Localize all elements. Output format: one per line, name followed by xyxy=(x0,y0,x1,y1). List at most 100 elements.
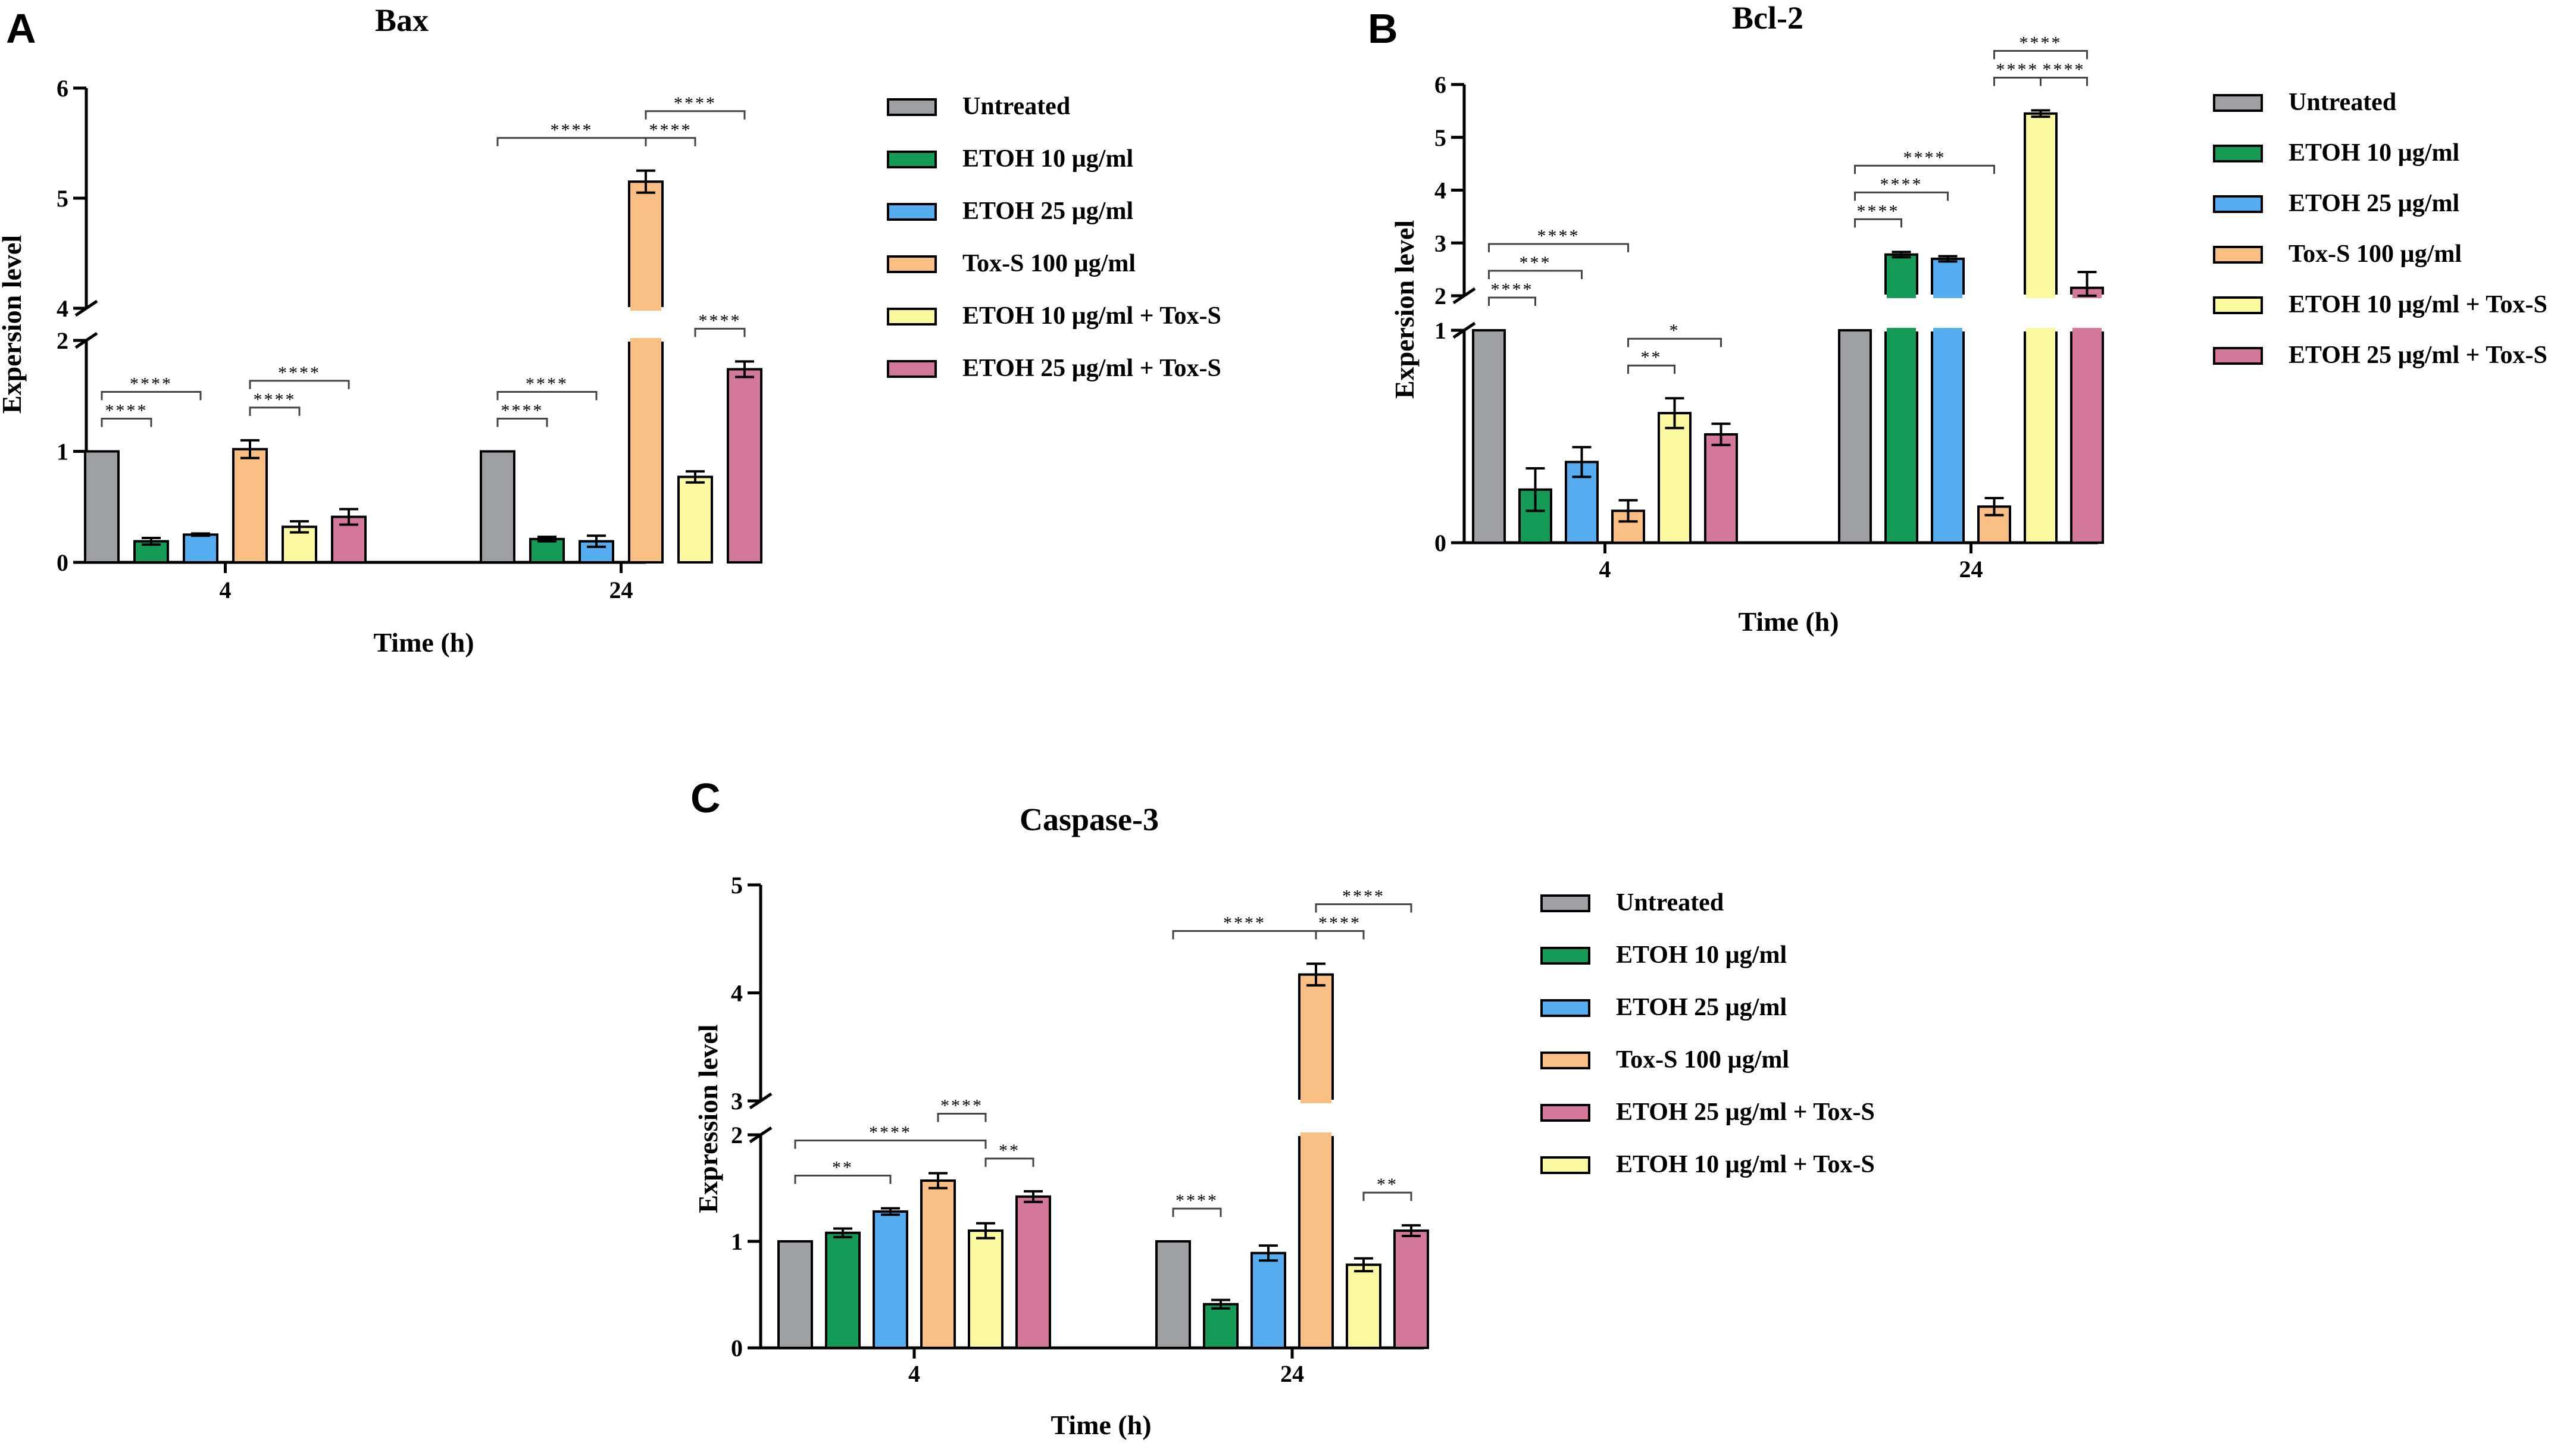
panel-c-y-axis-label: Expression level xyxy=(693,1024,723,1213)
panel-a-bar xyxy=(628,339,664,564)
panel-a-legend-swatch xyxy=(887,98,937,116)
panel-a-significance-bracket: **** xyxy=(496,120,647,146)
panel-c-bar xyxy=(1346,1263,1381,1349)
panel-b-bar xyxy=(2024,329,2058,544)
panel-b-bracket-line xyxy=(1854,164,1995,174)
panel-c-significance-label: **** xyxy=(1342,886,1385,906)
panel-c-y-tick-label: 2 xyxy=(731,1122,743,1149)
panel-a-significance-bracket: **** xyxy=(249,363,350,389)
panel-b-bar xyxy=(1931,257,1965,297)
panel-a-y-axis: 0 1 2 4 5 6 xyxy=(57,75,98,576)
panel-c-significance-label: ** xyxy=(832,1158,854,1178)
panel-a-significance-label: **** xyxy=(526,374,568,394)
panel-b-bar xyxy=(1887,328,1916,335)
panel-c-bar-break-gap xyxy=(1298,1100,1334,1136)
panel-c-significance-label: **** xyxy=(1318,913,1361,932)
panel-b-legend-swatch xyxy=(2213,347,2263,365)
panel-c-bar xyxy=(1298,973,1334,1103)
panel-c-x-tick-label: 24 xyxy=(1280,1360,1304,1387)
panel-b-bar xyxy=(1658,412,1692,544)
panel-b-x-tick-label: 24 xyxy=(1959,556,1983,583)
panel-a-bracket-line xyxy=(645,137,696,146)
panel-b-bracket-line xyxy=(1854,218,1902,228)
panel-c-bar xyxy=(873,1210,908,1349)
panel-b-legend-swatch xyxy=(2213,94,2263,112)
panel-c-bar xyxy=(1300,1096,1331,1103)
panel-b-bracket-line xyxy=(1993,49,2088,60)
panel-b-significance-bracket: **** xyxy=(1993,33,2088,60)
panel-c-legend-label: ETOH 10 µg/ml xyxy=(1616,941,1787,969)
panel-c-significance-label: **** xyxy=(1223,913,1266,932)
panel-c-y-tick-label: 1 xyxy=(731,1228,743,1255)
panel-a-bar xyxy=(630,338,661,345)
panel-b-significance-bracket: **** xyxy=(1854,174,1949,201)
panel-c-significance-bracket: ** xyxy=(794,1158,892,1184)
panel-a-bar xyxy=(480,450,515,564)
panel-b-bar xyxy=(1472,329,1506,544)
panel-a-x-tick-label: 4 xyxy=(220,577,232,603)
panel-b-y-tick-label: 1 xyxy=(1434,317,1446,344)
panel-c-bracket-line xyxy=(1315,930,1365,940)
panel-b-bracket-line xyxy=(1488,243,1629,252)
panel-b-legend-swatch xyxy=(2213,296,2263,314)
panel-b-y-axis-label: Expersion level xyxy=(1389,220,1420,399)
panel-c-significance-label: ** xyxy=(999,1141,1020,1160)
panel-b-bar xyxy=(1931,329,1965,544)
panel-c-y-tick-label: 4 xyxy=(731,980,743,1007)
panel-c-legend-label: ETOH 10 µg/ml + Tox-S xyxy=(1616,1151,1875,1178)
panel-a-significance-label: **** xyxy=(674,93,717,113)
panel-a-y-tick-label: 5 xyxy=(57,185,68,212)
panel-b-legend: Untreated ETOH 10 µg/ml ETOH 25 µg/ml Tox-S… xyxy=(2213,89,2547,369)
panel-b-significance-bracket: **** xyxy=(2040,60,2088,86)
panel-c-bracket-line xyxy=(1315,903,1412,913)
panel-c-y-tick-label: 5 xyxy=(731,872,743,899)
panel-a-significance-bracket: **** xyxy=(101,401,152,427)
panel-b-significance-label: **** xyxy=(1491,280,1534,299)
panel-b-bar xyxy=(2072,328,2102,335)
panel-a-legend-label: ETOH 10 µg/ml + Tox-S xyxy=(962,302,1221,330)
panel-b-legend-label: Untreated xyxy=(2289,89,2396,116)
panel-a-bar xyxy=(677,475,713,564)
panel-c-significance-bracket: **** xyxy=(1315,913,1365,940)
panel-c-legend-swatch xyxy=(1540,894,1590,912)
panel-a-legend-swatch xyxy=(887,151,937,168)
panel-a-significance-label: **** xyxy=(699,311,742,330)
panel-a-significance-bracket: **** xyxy=(694,311,746,337)
panel-b-y-tick-label: 6 xyxy=(1434,71,1446,98)
panel-a-bar xyxy=(232,448,268,564)
panel-b-significance-label: **** xyxy=(1857,201,1900,221)
panel-b-significance-bracket: **** xyxy=(1488,226,1629,252)
panel-c-bar xyxy=(1298,1134,1334,1349)
panel-c-significance-bracket: **** xyxy=(937,1096,987,1122)
panel-b-significance-bracket: *** xyxy=(1488,253,1583,279)
panel-b-bar xyxy=(1933,328,1962,335)
panel-b-bracket-line xyxy=(1627,337,1722,348)
panel-b-significance-bracket: **** xyxy=(1488,280,1536,306)
panel-a-legend-label: ETOH 25 µg/ml xyxy=(962,198,1133,225)
panel-c-bar xyxy=(825,1231,861,1349)
panel-a-bar xyxy=(628,180,664,309)
panel-b-bracket-line xyxy=(1488,270,1583,279)
panel-a-legend-label: Tox-S 100 µg/ml xyxy=(962,250,1136,277)
panel-a-significance-label: **** xyxy=(501,401,544,421)
panel-b-legend-label: ETOH 10 µg/ml xyxy=(2289,139,2459,167)
panel-b-bracket-line xyxy=(1488,296,1536,306)
panel-a-bar xyxy=(630,303,661,311)
panel-a-significance-label: **** xyxy=(105,401,148,421)
panel-a-significance-bracket: **** xyxy=(249,390,301,416)
panel-b-y-tick-label: 5 xyxy=(1434,124,1446,151)
panel-a-significance-label: **** xyxy=(649,120,692,140)
panel-b-significance-label: **** xyxy=(1903,148,1946,167)
panel-a-bar-break-gap xyxy=(627,307,664,342)
panel-b-bar xyxy=(2026,291,2055,298)
panel-b-bar xyxy=(1933,291,1962,298)
panel-a-significance-bracket: **** xyxy=(101,374,202,400)
panel-b-significance-bracket: **** xyxy=(1854,201,1902,228)
panel-b-significance-bracket: ** xyxy=(1627,348,1675,374)
panel-b-bar-break-gap xyxy=(1884,295,1919,331)
panel-a-legend-label: ETOH 10 µg/ml xyxy=(962,145,1133,173)
panel-c-significance-bracket: **** xyxy=(1315,886,1412,913)
panel-b-significance-bracket: * xyxy=(1627,321,1722,348)
panel-c: C Caspase-3 0 1 2 3 4 5 4 24 Time (h) Expression le… xyxy=(690,775,1875,1440)
panel-a-bracket-line xyxy=(645,110,746,120)
